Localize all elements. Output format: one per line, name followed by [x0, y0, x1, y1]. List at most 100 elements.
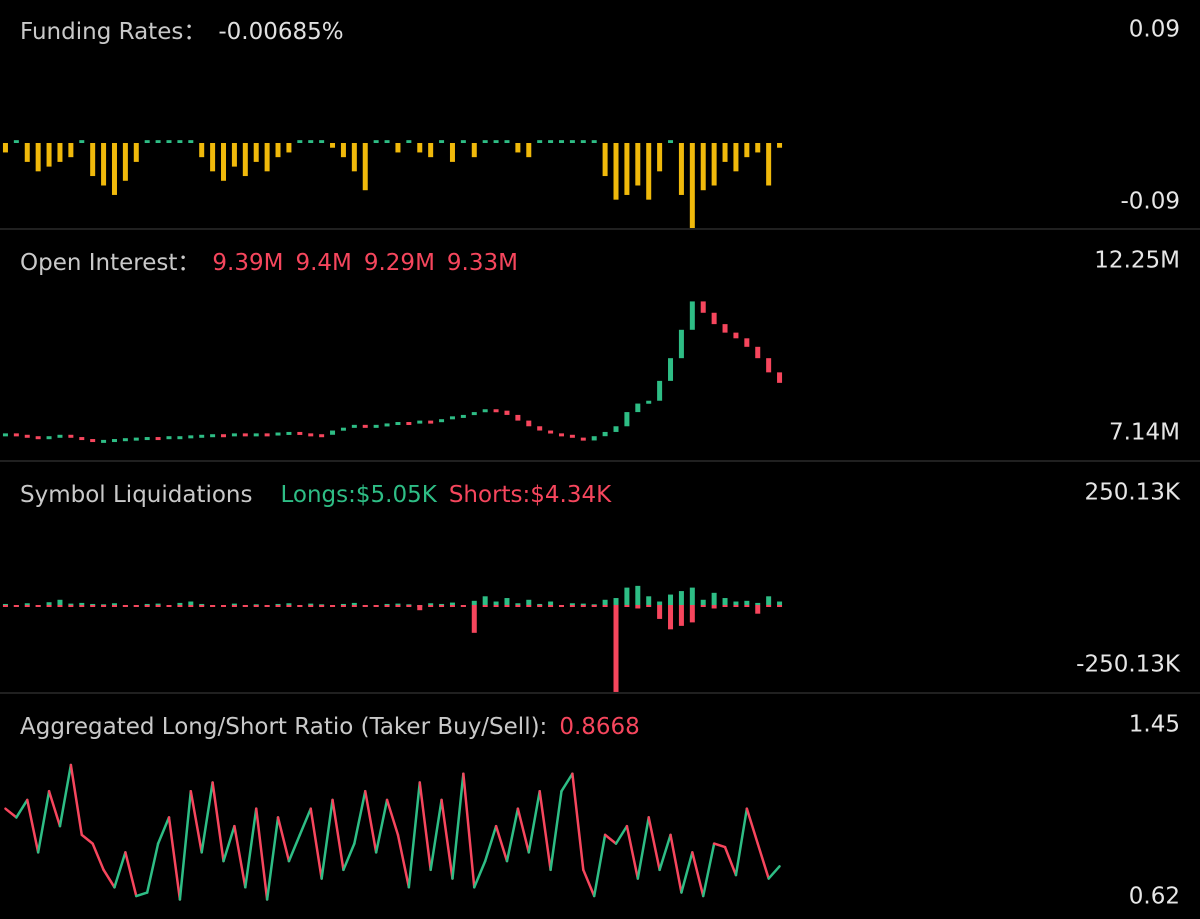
candle: [591, 436, 597, 441]
bar: [351, 602, 357, 605]
line-segment: [658, 833, 672, 872]
line-segment: [374, 798, 389, 854]
line-segment: [342, 842, 356, 872]
line-segment: [473, 859, 487, 889]
candle: [493, 409, 499, 413]
line-segment: [265, 816, 280, 901]
bar: [231, 605, 237, 607]
candle: [57, 434, 63, 438]
line-segment: [669, 833, 683, 894]
bar: [515, 143, 521, 153]
bar: [668, 140, 674, 143]
bar: [13, 605, 19, 607]
y-tick-label: 12.25M: [1094, 248, 1180, 274]
line-segment: [233, 824, 247, 889]
bar: [700, 605, 706, 607]
line-segment: [244, 807, 258, 889]
line-segment: [745, 807, 759, 845]
bar: [439, 605, 445, 607]
bar: [199, 605, 205, 607]
candle: [722, 324, 728, 333]
y-tick-label: -250.13K: [1076, 652, 1181, 678]
bar: [188, 601, 194, 605]
line-segment: [26, 798, 40, 854]
bar: [199, 603, 205, 606]
line-segment: [451, 772, 465, 880]
bar: [166, 605, 172, 607]
candle: [351, 424, 357, 428]
bar: [428, 143, 434, 158]
candle: [635, 403, 641, 413]
bar: [526, 605, 532, 607]
panel-title: Aggregated Long/Short Ratio (Taker Buy/S…: [20, 714, 640, 740]
bar: [275, 605, 281, 607]
bar: [755, 143, 761, 153]
bar: [689, 587, 695, 605]
bar: [155, 605, 161, 607]
bar: [24, 143, 30, 162]
bar: [537, 605, 543, 607]
bar: [275, 143, 281, 158]
line-segment: [124, 851, 138, 898]
bar: [144, 140, 150, 143]
candle: [253, 433, 259, 437]
bar: [210, 605, 216, 607]
line-segment: [385, 798, 400, 837]
candle: [188, 435, 194, 439]
bar: [733, 605, 739, 607]
bar: [242, 605, 248, 607]
bar: [2, 143, 8, 153]
bar: [744, 143, 750, 158]
bar: [722, 143, 728, 162]
bar: [493, 605, 499, 607]
bar: [68, 603, 74, 606]
bar: [395, 603, 401, 606]
line-segment: [407, 781, 422, 889]
line-segment: [178, 789, 193, 901]
line-segment: [549, 789, 563, 872]
bar: [722, 598, 728, 605]
candle: [657, 380, 663, 401]
header-value: 0.8668: [559, 714, 639, 740]
bar: [471, 605, 477, 633]
bar: [177, 605, 183, 607]
candle: [678, 329, 684, 359]
bar: [362, 605, 368, 607]
candle: [406, 422, 412, 426]
candle: [515, 414, 521, 421]
bar: [122, 605, 128, 607]
line-segment: [15, 798, 29, 819]
candle: [13, 433, 19, 437]
line-segment: [309, 807, 323, 880]
candle: [689, 301, 695, 330]
candle: [79, 437, 85, 441]
candle: [319, 434, 325, 438]
bar: [548, 601, 554, 605]
bar: [668, 594, 674, 605]
bar: [177, 602, 183, 605]
bar: [144, 603, 150, 606]
bar: [46, 602, 52, 605]
bar: [221, 143, 227, 181]
candle: [2, 433, 8, 437]
bar: [439, 603, 445, 606]
bar: [613, 143, 619, 200]
bar: [580, 603, 586, 606]
line-segment: [505, 807, 520, 863]
bar: [449, 602, 455, 605]
candle: [777, 372, 783, 383]
candle: [646, 400, 652, 404]
bar: [297, 605, 303, 607]
candle: [122, 438, 128, 442]
candle: [286, 431, 292, 435]
bar: [395, 143, 401, 153]
line-segment: [603, 833, 618, 845]
bar: [384, 140, 390, 143]
candle: [144, 437, 150, 441]
line-segment: [538, 789, 552, 872]
bar: [624, 605, 630, 607]
candle: [264, 433, 270, 437]
bar: [111, 143, 117, 195]
bar: [755, 605, 761, 614]
line-segment: [767, 865, 781, 880]
